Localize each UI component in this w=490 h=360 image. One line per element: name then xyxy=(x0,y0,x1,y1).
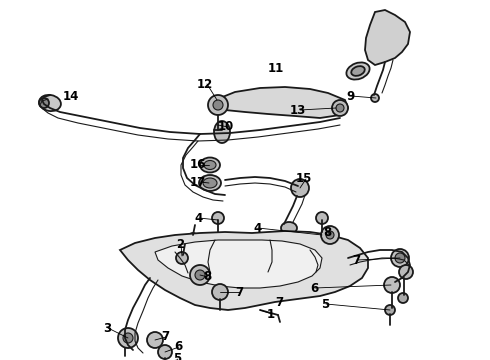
Text: 17: 17 xyxy=(190,175,206,189)
Ellipse shape xyxy=(203,178,217,188)
Circle shape xyxy=(321,226,339,244)
Text: 10: 10 xyxy=(218,121,234,134)
Text: 2: 2 xyxy=(176,238,184,252)
Text: 6: 6 xyxy=(174,341,182,354)
Polygon shape xyxy=(365,10,410,65)
Text: 9: 9 xyxy=(346,90,354,103)
Circle shape xyxy=(123,333,133,343)
Text: 5: 5 xyxy=(321,297,329,310)
Text: 5: 5 xyxy=(173,352,181,360)
Circle shape xyxy=(212,212,224,224)
Text: 14: 14 xyxy=(63,90,79,103)
Circle shape xyxy=(213,100,223,110)
Text: 4: 4 xyxy=(194,211,202,225)
Text: 16: 16 xyxy=(190,158,206,171)
Text: 1: 1 xyxy=(267,307,275,320)
Circle shape xyxy=(391,249,409,267)
Ellipse shape xyxy=(199,175,221,191)
Polygon shape xyxy=(155,240,322,288)
Ellipse shape xyxy=(346,62,369,80)
Text: 7: 7 xyxy=(352,253,360,266)
Text: 13: 13 xyxy=(290,104,306,117)
Ellipse shape xyxy=(39,95,61,111)
Polygon shape xyxy=(215,87,348,118)
Text: 15: 15 xyxy=(296,172,313,185)
Ellipse shape xyxy=(281,222,297,234)
Circle shape xyxy=(316,212,328,224)
Circle shape xyxy=(371,94,379,102)
Circle shape xyxy=(188,233,198,243)
Circle shape xyxy=(212,284,228,300)
Ellipse shape xyxy=(351,66,365,76)
Polygon shape xyxy=(120,231,368,310)
Circle shape xyxy=(39,98,49,108)
Ellipse shape xyxy=(200,158,220,172)
Text: 7: 7 xyxy=(161,330,169,343)
Circle shape xyxy=(291,179,309,197)
Circle shape xyxy=(195,270,205,280)
Circle shape xyxy=(399,265,413,279)
Text: 12: 12 xyxy=(197,77,213,90)
Circle shape xyxy=(384,277,400,293)
Circle shape xyxy=(332,100,348,116)
Circle shape xyxy=(118,328,138,348)
Circle shape xyxy=(190,265,210,285)
Text: 11: 11 xyxy=(268,62,284,75)
Text: 4: 4 xyxy=(253,221,261,234)
Text: 7: 7 xyxy=(275,296,283,309)
Text: 7: 7 xyxy=(235,285,243,298)
Circle shape xyxy=(336,104,344,112)
Text: 3: 3 xyxy=(103,321,111,334)
Circle shape xyxy=(395,253,405,263)
Circle shape xyxy=(147,332,163,348)
Circle shape xyxy=(326,231,334,239)
Text: 6: 6 xyxy=(310,282,318,294)
Circle shape xyxy=(208,95,228,115)
Circle shape xyxy=(176,252,188,264)
Text: 8: 8 xyxy=(203,270,211,284)
Circle shape xyxy=(398,293,408,303)
Circle shape xyxy=(158,345,172,359)
Ellipse shape xyxy=(214,121,230,143)
Ellipse shape xyxy=(204,161,216,170)
Text: 8: 8 xyxy=(323,225,331,238)
Circle shape xyxy=(385,305,395,315)
